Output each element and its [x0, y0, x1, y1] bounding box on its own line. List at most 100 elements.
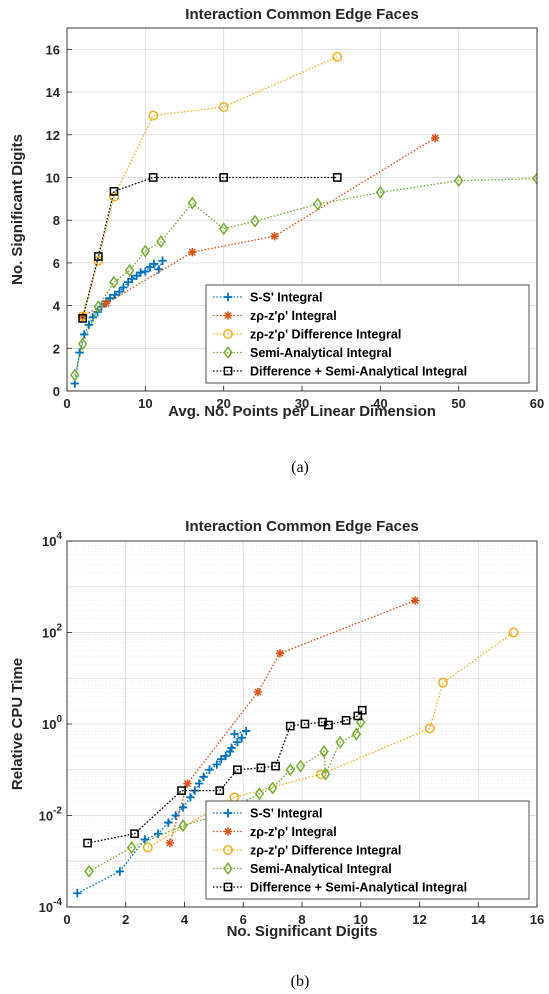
data-point-ss — [115, 287, 124, 296]
data-point-ss — [115, 867, 125, 876]
data-point-ss — [178, 803, 188, 812]
data-point-ss — [158, 256, 167, 265]
data-point-ss — [110, 290, 119, 300]
x-tick-label: 40 — [373, 396, 387, 411]
data-point-ss — [140, 835, 150, 844]
chart-title: Interaction Common Edge Faces — [185, 6, 418, 23]
data-point-semi — [375, 185, 386, 199]
data-point-semi — [267, 781, 278, 795]
data-point-comb — [256, 763, 266, 773]
y-tick-label: 6 — [53, 256, 60, 271]
x-tick-label: 30 — [295, 396, 309, 411]
data-point-zrho — [165, 838, 175, 848]
legend-marker — [223, 366, 233, 376]
data-point-zrho — [78, 312, 87, 321]
legend: S-S' Integral zρ-z'ρ' Integral zρ-z'ρ' Dif… — [205, 800, 530, 900]
y-tick-label: 100 — [42, 714, 62, 732]
data-point-ss — [84, 320, 94, 330]
series-semi — [70, 172, 537, 382]
data-point-ss — [221, 751, 230, 761]
x-tick-label: 2 — [122, 912, 129, 927]
series-line-comb — [82, 176, 338, 319]
data-point-semi — [84, 864, 94, 878]
data-point-semi — [335, 735, 345, 749]
data-point-zrho — [275, 649, 285, 658]
y-axis-label: Relative CPU Time — [9, 658, 26, 790]
legend-marker — [223, 827, 233, 836]
legend-entry: S-S' Integral — [250, 291, 322, 305]
data-point-diff — [508, 627, 519, 638]
data-point-comb — [324, 720, 333, 730]
y-tick-label: 10-4 — [39, 897, 63, 915]
y-tick-label: 4 — [53, 299, 61, 314]
data-point-comb — [285, 721, 295, 731]
legend-marker — [223, 882, 233, 892]
data-point-semi — [356, 715, 366, 729]
data-point-ss — [230, 729, 239, 739]
data-point-semi — [109, 275, 119, 289]
data-point-diff — [438, 677, 448, 688]
series-line-diff — [147, 631, 514, 849]
chart-a: 0 10 20 30 40 50 60 0 2 4 6 8 10 12 14 16 Interaction Co… — [9, 6, 544, 476]
data-point-diff — [332, 51, 343, 62]
data-point-semi — [70, 368, 80, 382]
series-zrho — [165, 596, 420, 848]
series-ss — [70, 256, 167, 388]
data-point-comb — [93, 252, 103, 261]
figure-caption: (b) — [291, 973, 310, 990]
legend-entry: zρ-z'ρ' Integral — [250, 309, 337, 323]
data-point-semi — [320, 767, 331, 781]
data-point-semi — [295, 759, 306, 773]
data-point-semi — [319, 745, 329, 759]
legend-marker — [223, 311, 233, 320]
legend-box — [205, 800, 530, 900]
legend-entry: S-S' Integral — [250, 807, 322, 821]
x-tick-label: 0 — [63, 912, 70, 927]
data-point-semi — [77, 337, 88, 351]
legend-entry: Semi-Analytical Integral — [250, 346, 392, 360]
y-tick-label: 2 — [53, 341, 60, 356]
series-line-diff — [82, 56, 338, 317]
data-point-ss — [233, 738, 242, 747]
data-point-ss — [136, 268, 145, 277]
y-tick-label: 102 — [42, 623, 62, 641]
y-tick-label: 16 — [46, 42, 60, 57]
series-line-semi — [74, 177, 537, 376]
data-point-semi — [453, 174, 464, 188]
data-point-comb — [219, 173, 229, 182]
x-tick-label: 10 — [354, 912, 368, 927]
data-point-diff — [142, 842, 153, 853]
x-axis-label: No. Significant Digits — [227, 923, 378, 940]
legend-box — [205, 284, 530, 384]
y-tick-label: 10 — [46, 170, 60, 185]
data-point-ss — [75, 348, 84, 357]
data-point-ss — [171, 811, 180, 820]
y-axis-label: No. Significant Digits — [9, 134, 26, 285]
data-point-comb — [177, 786, 186, 795]
data-point-zrho — [253, 687, 263, 697]
data-point-comb — [271, 761, 280, 771]
data-point-diff — [316, 769, 327, 780]
legend-marker — [223, 346, 233, 359]
legend-entry: Difference + Semi-Analytical Integral — [250, 365, 467, 379]
data-point-ss — [154, 265, 163, 274]
data-point-semi — [124, 263, 135, 277]
data-point-comb — [233, 765, 242, 775]
data-point-comb — [341, 716, 351, 725]
data-point-ss — [80, 330, 89, 339]
data-point-comb — [357, 705, 367, 715]
data-point-ss — [119, 283, 128, 292]
data-point-semi — [351, 727, 362, 741]
data-point-diff — [218, 102, 229, 112]
x-tick-label: 4 — [181, 912, 189, 927]
y-tick-label: 14 — [46, 85, 61, 100]
series-line-ss — [76, 730, 247, 894]
legend-marker — [223, 862, 233, 875]
data-point-semi — [250, 214, 260, 228]
data-point-zrho — [183, 779, 192, 788]
legend-marker — [223, 292, 233, 302]
data-point-diff — [424, 723, 435, 734]
y-tick-label: 10-2 — [39, 806, 63, 824]
legend-entry: Semi-Analytical Integral — [250, 862, 392, 876]
